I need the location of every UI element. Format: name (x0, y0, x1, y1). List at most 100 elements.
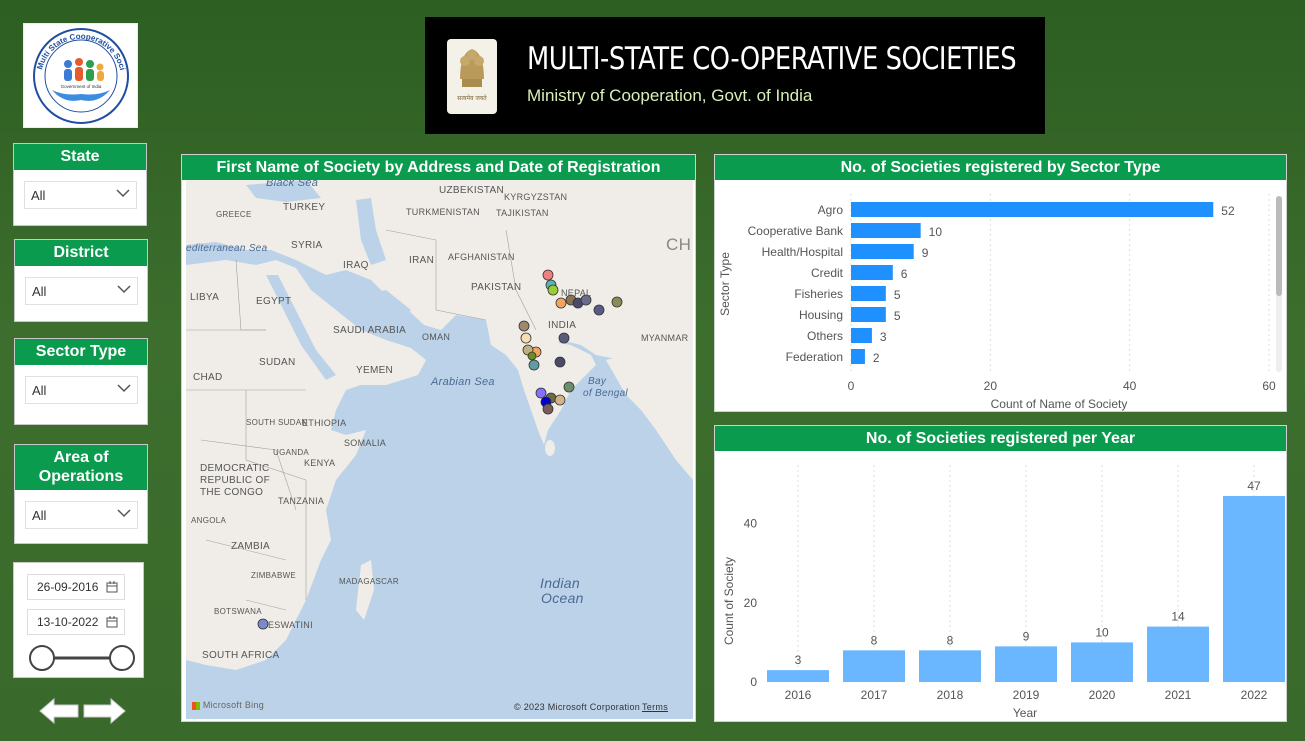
national-emblem-icon: सत्यमेव जयते (447, 39, 497, 114)
map-label: OMAN (422, 332, 451, 342)
slider-start-handle[interactable] (29, 645, 55, 671)
bar[interactable] (851, 223, 921, 238)
end-date-input[interactable]: 13-10-2022 (27, 609, 125, 635)
map-label: MYANMAR (641, 333, 689, 343)
mscs-logo: Multi State Cooperative Societies (MSCS)… (21, 17, 138, 128)
start-date-input[interactable]: 26-09-2016 (27, 574, 125, 600)
data-label: 10 (929, 225, 943, 239)
map-label: Arabian Sea (431, 376, 495, 388)
map-canvas[interactable]: Black Sea UZBEKISTAN GREECE TURKEY TURKM… (186, 180, 693, 719)
category-label: Health/Hospital (762, 245, 843, 259)
bar[interactable] (1071, 642, 1133, 682)
state-slicer-title: State (14, 144, 146, 170)
map-label: GREECE (216, 210, 252, 219)
sector-type-dropdown[interactable]: All (25, 376, 138, 404)
bar[interactable] (851, 244, 914, 259)
bar[interactable] (995, 646, 1057, 682)
terms-link[interactable]: Terms (642, 702, 668, 712)
x-tick-label: 20 (984, 379, 998, 393)
bar[interactable] (851, 307, 886, 322)
bar[interactable] (919, 650, 981, 682)
date-range-slider[interactable] (27, 643, 137, 673)
state-dropdown[interactable]: All (24, 181, 137, 209)
bar[interactable] (851, 286, 886, 301)
sector-type-slicer: Sector Type All (14, 338, 148, 425)
x-axis-title: Count of Name of Society (991, 397, 1128, 411)
x-tick-label: 0 (848, 379, 855, 393)
map-label: UGANDA (273, 448, 310, 457)
bar[interactable] (851, 265, 893, 280)
data-label: 8 (871, 633, 878, 647)
data-label: 2 (873, 351, 880, 365)
map-label: SAUDI ARABIA (333, 325, 407, 336)
y-tick-label: 20 (744, 596, 758, 610)
y-tick-label: 40 (744, 517, 758, 531)
calendar-icon[interactable] (106, 616, 118, 628)
bar[interactable] (851, 202, 1214, 217)
category-label: Agro (818, 203, 844, 217)
district-dropdown[interactable]: All (25, 277, 138, 305)
x-axis-title: Year (1013, 706, 1037, 720)
calendar-icon[interactable] (106, 581, 118, 593)
back-arrow-icon[interactable] (38, 697, 80, 725)
map-label: INDIA (548, 320, 577, 331)
start-date-value: 26-09-2016 (37, 580, 99, 594)
data-label: 10 (1095, 625, 1109, 639)
x-tick-label: 60 (1262, 379, 1276, 393)
slider-end-handle[interactable] (109, 645, 135, 671)
bar[interactable] (851, 349, 865, 364)
chevron-down-icon (117, 285, 131, 294)
x-tick-label: 2020 (1089, 688, 1116, 702)
x-tick-label: 40 (1123, 379, 1137, 393)
map-label: SOUTH SUDAN (246, 418, 308, 427)
end-date-value: 13-10-2022 (37, 615, 99, 629)
district-slicer: District All (14, 239, 148, 322)
district-dropdown-value: All (32, 284, 47, 299)
bar[interactable] (1147, 626, 1209, 682)
sector-chart-title: No. of Societies registered by Sector Ty… (715, 155, 1286, 180)
district-slicer-title: District (15, 240, 147, 266)
map-visual: First Name of Society by Address and Dat… (181, 154, 696, 722)
bar[interactable] (851, 328, 872, 343)
bing-logo: Microsoft Bing (192, 700, 264, 710)
map-label: NEPAL (561, 288, 592, 298)
state-dropdown-value: All (31, 188, 46, 203)
map-label: Ocean (541, 590, 584, 606)
data-label: 5 (894, 288, 901, 302)
map-label: editerranean Sea (186, 243, 268, 254)
area-of-operations-dropdown-value: All (32, 508, 47, 523)
chevron-down-icon (117, 509, 131, 518)
map-attribution: © 2023 Microsoft Corporation (514, 702, 641, 712)
map-label: TANZANIA (278, 496, 325, 506)
x-tick-label: 2016 (785, 688, 812, 702)
data-label: 3 (795, 653, 802, 667)
category-label: Fisheries (794, 287, 843, 301)
map-label: REPUBLIC OF (200, 475, 270, 486)
map-label: BOTSWANA (214, 607, 262, 616)
map-label: SOMALIA (344, 438, 387, 448)
map-label: Bay (588, 376, 607, 387)
x-tick-label: 2021 (1165, 688, 1192, 702)
map-label: of Bengal (583, 388, 628, 399)
map-label: TURKMENISTAN (406, 207, 480, 217)
map-label: Black Sea (266, 180, 319, 189)
category-label: Credit (811, 266, 844, 280)
scrollbar-thumb[interactable] (1276, 196, 1282, 296)
map-label: SOUTH AFRICA (202, 650, 280, 661)
map-label: Indian (540, 575, 580, 591)
data-label: 9 (922, 246, 929, 260)
forward-arrow-icon[interactable] (82, 697, 127, 725)
year-chart: 0 20 40 3 2016 8 2017 8 2018 9 2019 10 2020 14 2021 47 2… (722, 465, 1285, 720)
svg-text:Government of India: Government of India (61, 84, 102, 89)
map-label: YEMEN (356, 365, 394, 376)
data-label: 52 (1221, 204, 1235, 218)
map-label: CHAD (193, 372, 223, 383)
map-label: THE CONGO (200, 487, 264, 498)
bar[interactable] (843, 650, 905, 682)
map-label: ESWATINI (268, 620, 313, 630)
svg-text:सत्यमेव जयते: सत्यमेव जयते (457, 94, 487, 102)
bar[interactable] (767, 670, 829, 682)
area-of-operations-dropdown[interactable]: All (25, 501, 138, 529)
map-label: ZIMBABWE (251, 571, 297, 580)
bar[interactable] (1223, 495, 1285, 682)
